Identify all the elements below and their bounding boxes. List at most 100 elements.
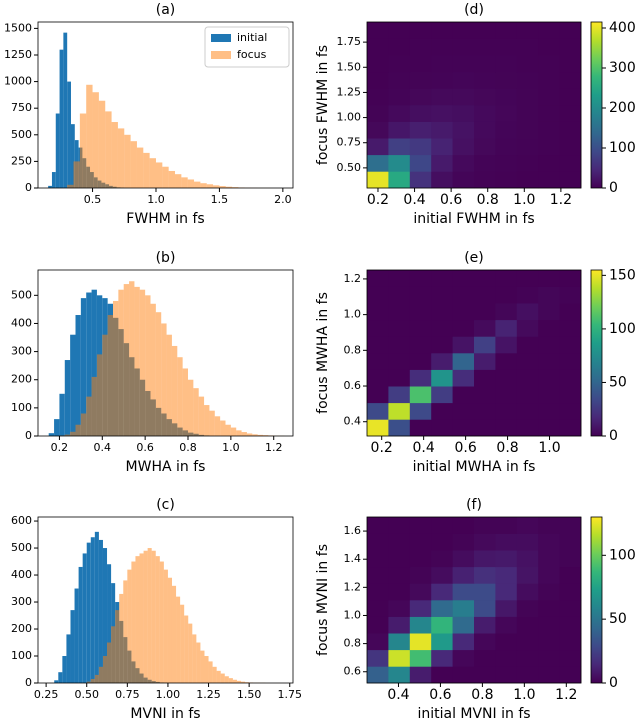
heatmap-cell	[495, 303, 518, 321]
heatmap-cell	[367, 566, 389, 584]
y-tick-label: 250	[11, 154, 32, 167]
histogram-bar	[64, 360, 71, 436]
histogram-bar	[200, 650, 205, 683]
histogram-bar	[92, 92, 99, 188]
x-tick-label: 0.2	[51, 441, 69, 454]
histogram-bar	[161, 323, 167, 436]
histogram-bar	[145, 295, 151, 436]
histogram-bar	[48, 433, 55, 436]
heatmap-cell	[516, 600, 539, 617]
x-tick-label: 0.2	[371, 440, 393, 456]
histogram-bar	[151, 550, 156, 683]
heatmap-cell	[516, 319, 539, 337]
y-tick-label: 1.6	[344, 524, 362, 537]
x-tick-label: 2.0	[274, 193, 292, 206]
heatmap-cell	[409, 419, 432, 437]
heatmap-cell	[538, 22, 560, 39]
x-tick-label: 0.2	[367, 192, 389, 208]
heatmap-cell	[495, 566, 518, 584]
heatmap-cell	[559, 666, 582, 684]
heatmap-cell	[559, 319, 582, 337]
x-tick-label: 0.25	[34, 688, 59, 701]
histogram-bar	[236, 430, 242, 436]
x-tick-label: 1.25	[196, 688, 221, 701]
histogram-bar	[194, 181, 201, 188]
heatmap-cell	[559, 105, 582, 122]
heatmap-cell	[474, 88, 496, 106]
heatmap-cell	[559, 22, 582, 39]
histogram-bar	[208, 661, 213, 683]
heatmap-cell	[388, 419, 411, 437]
heatmap-cell	[538, 353, 560, 370]
heatmap-cell	[516, 286, 539, 304]
heatmap-cell	[388, 319, 411, 337]
y-tick-label: 500	[11, 288, 32, 301]
histogram-bar	[105, 111, 112, 188]
heatmap-cell	[559, 533, 582, 551]
histogram-bar	[96, 354, 103, 436]
histogram-bar	[220, 673, 225, 683]
heatmap-cell	[495, 600, 518, 617]
x-tick-label: 1.50	[237, 688, 262, 701]
heatmap-cell	[409, 286, 432, 304]
heatmap-cell	[367, 286, 389, 304]
y-tick-label: 200	[11, 622, 32, 635]
heatmap-cell	[559, 566, 582, 584]
heatmap-cell	[452, 666, 475, 684]
y-tick-label: 0	[25, 181, 32, 194]
histogram-bar	[220, 420, 226, 436]
heatmap-cell	[538, 369, 560, 387]
histogram-bar	[147, 548, 152, 683]
heatmap-cell	[431, 666, 453, 684]
histogram-bar	[263, 435, 269, 436]
y-axis-label: focus FWHM in fs	[315, 45, 331, 165]
histogram-bar	[188, 379, 194, 436]
heatmap-cell	[495, 286, 518, 304]
heatmap-cell	[495, 353, 518, 370]
heatmap-cell	[538, 336, 560, 354]
heatmap-cell	[367, 171, 389, 189]
colorbar-tick-label: 300	[609, 60, 636, 76]
x-tick-label: 0.8	[471, 687, 493, 703]
y-tick-label: 1000	[4, 75, 32, 88]
heatmap-cell	[495, 55, 518, 73]
histogram-bar	[107, 642, 112, 683]
heatmap-cell	[431, 105, 453, 122]
heatmap-cell	[495, 38, 518, 56]
heatmap-cell	[388, 286, 411, 304]
x-tick-label: 0.8	[179, 441, 197, 454]
histogram-bar	[212, 666, 217, 683]
histogram-bar	[67, 184, 74, 188]
heatmap-cell	[409, 270, 432, 287]
heatmap-cell	[559, 550, 582, 568]
heatmap-cell	[474, 303, 496, 321]
heatmap-cell	[495, 402, 518, 420]
plot-frame	[37, 516, 294, 684]
histogram-bar	[216, 670, 221, 683]
histogram-bar	[79, 113, 87, 188]
heatmap-cell	[495, 583, 518, 601]
x-tick-label: 0.6	[136, 441, 154, 454]
heatmap-cell	[538, 38, 560, 56]
heatmap-cell	[452, 633, 475, 651]
heatmap-cell	[431, 517, 453, 534]
heatmap-cell	[495, 550, 518, 568]
panel-title: (d)	[464, 2, 484, 18]
heatmap-cell	[516, 633, 539, 651]
heatmap-cell	[367, 550, 389, 568]
heatmap-cell	[474, 105, 496, 122]
heatmap-cell	[409, 533, 432, 551]
heatmap-cell	[538, 419, 560, 437]
heatmap-cell	[516, 138, 539, 156]
legend-label: initial	[237, 31, 267, 44]
heatmap-cell	[367, 616, 389, 634]
heatmap-cell	[474, 138, 496, 156]
heatmap-cell	[431, 533, 453, 551]
histogram-bar	[204, 656, 209, 683]
heatmap-cell	[538, 138, 560, 156]
plot-frame	[366, 516, 582, 684]
x-tick-label: 0.75	[115, 688, 140, 701]
heatmap-cell	[538, 319, 560, 337]
histogram-bar	[150, 303, 156, 436]
